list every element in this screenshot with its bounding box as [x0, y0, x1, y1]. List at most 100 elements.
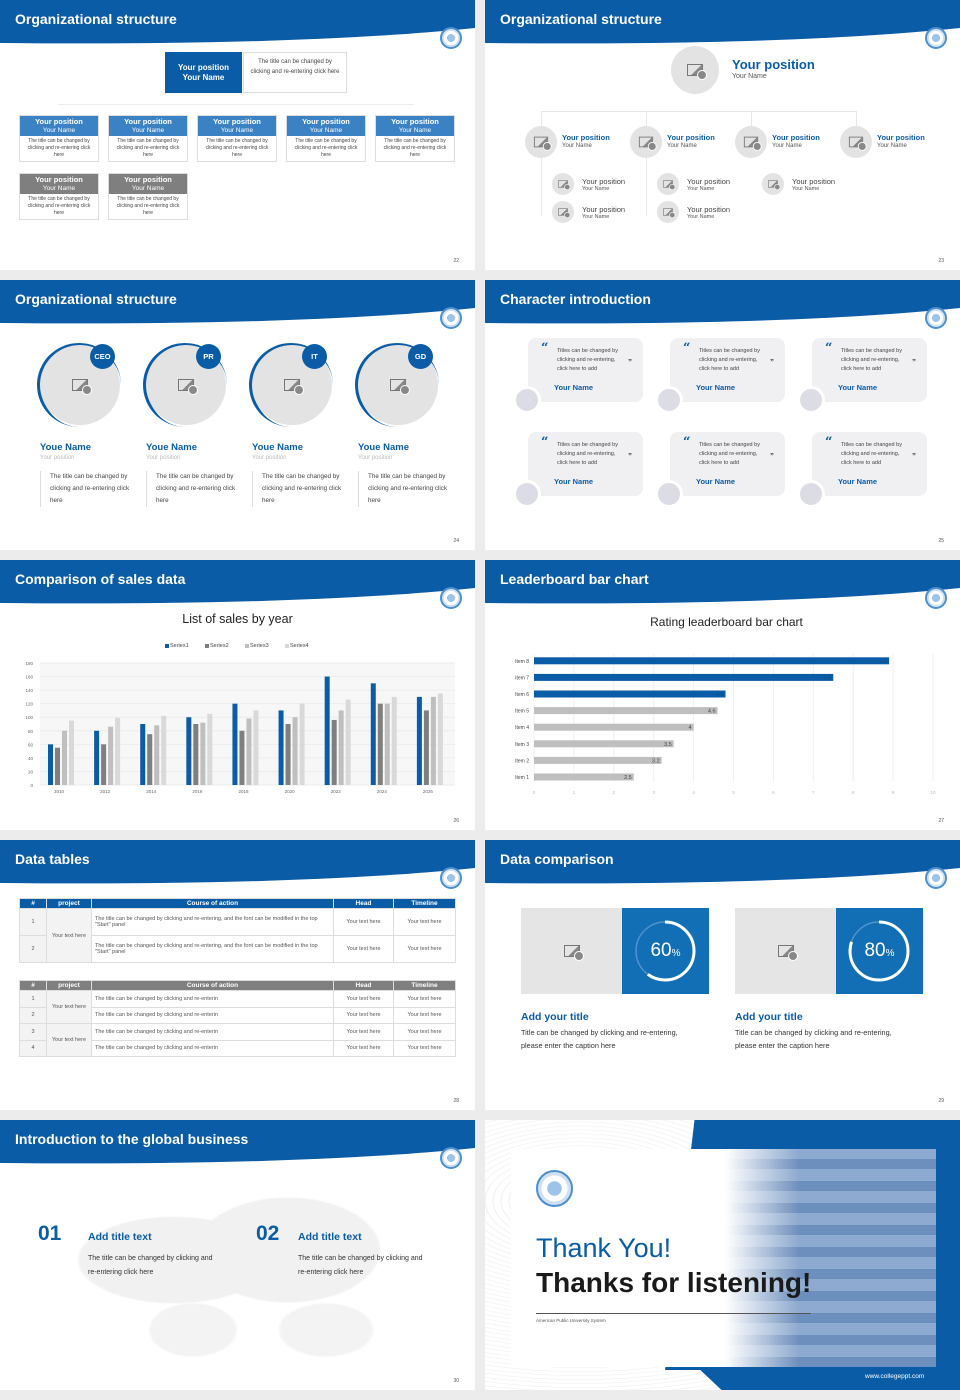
slide-s29[interactable]: Data comparison 29 60% Add your title Title …	[485, 840, 960, 1110]
header-band	[485, 280, 960, 324]
bar-series4	[299, 703, 305, 785]
slide-s22[interactable]: Organizational structure 22 Your position Y…	[0, 0, 475, 270]
card-name: Your Name	[42, 185, 76, 192]
organization-name: American Public University System	[536, 1318, 606, 1323]
bar-series3	[108, 726, 114, 785]
legend-item: Series2	[205, 643, 229, 649]
card-name: Your Name	[42, 127, 76, 134]
card-description: The title can be changed by clicking and…	[116, 196, 180, 216]
image-placeholder[interactable]	[735, 908, 836, 994]
member-photo-placeholder[interactable]	[630, 126, 662, 158]
quote-text: Titles can be changed by clicking and re…	[841, 348, 902, 372]
page-number: 26	[453, 818, 459, 824]
slide-title: Organizational structure	[500, 11, 662, 27]
org-card[interactable]: Your position Your Name The title can be c…	[108, 173, 188, 220]
top-photo-placeholder[interactable]	[671, 46, 719, 94]
connector-line	[58, 104, 414, 105]
bar-series2	[239, 730, 245, 785]
x-tick-label: 10	[930, 790, 936, 795]
org-card[interactable]: Your position Your Name The title can be c…	[197, 115, 277, 162]
sub-photo-placeholder[interactable]	[762, 173, 784, 195]
sub-photo-placeholder[interactable]	[552, 173, 574, 195]
slide-s30[interactable]: Introduction to the global business 30 01 A…	[0, 1120, 475, 1390]
bar-series4	[345, 699, 351, 785]
slide-s27[interactable]: Leaderboard bar chart 27 Rating leaderboar…	[485, 560, 960, 830]
image-placeholder[interactable]	[521, 908, 622, 994]
connector-line	[646, 111, 647, 216]
card-name: Your Name	[131, 185, 165, 192]
close-quote-icon: ”	[628, 358, 632, 367]
add-image-icon	[558, 208, 571, 219]
sub-photo-placeholder[interactable]	[657, 201, 679, 223]
leaderboard-bar-chart: 0 1 2 3 4 5 6 7 8 9 10 Item 1 2.5 Item 2 3.2 Item 3 3.5 I…	[515, 654, 936, 795]
quote-card[interactable]: “ Titles can be changed by clicking and r…	[670, 338, 785, 402]
member-photo-placeholder[interactable]	[358, 345, 438, 425]
sub-position: Your position	[582, 177, 626, 186]
y-tick-label: 20	[28, 769, 34, 774]
slide-s24[interactable]: Organizational structure 24 CEO Youe Name Yo…	[0, 280, 475, 550]
slide-s23[interactable]: Organizational structure 23 Your position Y…	[485, 0, 960, 270]
card-position: Your position	[213, 117, 261, 126]
member-name: Your Name	[772, 143, 802, 149]
slide-s26[interactable]: Comparison of sales data 26 List of sales …	[0, 560, 475, 830]
quote-card[interactable]: “ Titles can be changed by clicking and r…	[812, 432, 927, 496]
slide-s31[interactable]: Thank You! Thanks for listening! American …	[485, 1120, 960, 1390]
member-photo-placeholder[interactable]	[840, 126, 872, 158]
quote-card[interactable]: “ Titles can be changed by clicking and r…	[528, 432, 643, 496]
card-name: Your Name	[220, 127, 254, 134]
card-position: Your position	[35, 117, 83, 126]
card-position: Your position	[302, 117, 350, 126]
open-quote-icon: “	[541, 341, 549, 356]
quote-card[interactable]: “ Titles can be changed by clicking and r…	[528, 338, 643, 402]
org-card[interactable]: Your position Your Name The title can be c…	[19, 115, 99, 162]
sub-photo-placeholder[interactable]	[657, 173, 679, 195]
add-image-icon	[284, 379, 304, 395]
legend-label: Series3	[250, 643, 269, 649]
open-quote-icon: “	[683, 341, 691, 356]
slide-s28[interactable]: Data tables 28 # project Course of action Hea…	[0, 840, 475, 1110]
sub-position: Your position	[792, 177, 836, 186]
timeline-cell: Your text here	[393, 935, 456, 963]
thank-you-heading: Thank You!	[536, 1233, 672, 1263]
org-card[interactable]: Your position Your Name The title can be c…	[19, 173, 99, 220]
top-position-box[interactable]: Your position Your Name	[165, 52, 242, 93]
card-position: Your position	[124, 117, 172, 126]
column-header: #	[19, 980, 47, 991]
header-band	[0, 560, 475, 604]
member-position: Your position	[562, 133, 610, 142]
slide-s25[interactable]: Character introduction 25 “ Titles can be c…	[485, 280, 960, 550]
card-name: Your Name	[131, 127, 165, 134]
header-band	[0, 280, 475, 324]
member-photo-placeholder[interactable]	[525, 126, 557, 158]
legend-label: Series4	[290, 643, 309, 649]
y-category-label: Item 7	[515, 675, 529, 681]
member-description: The title can be changed by clicking and…	[358, 471, 448, 507]
quote-card[interactable]: “ Titles can be changed by clicking and r…	[812, 338, 927, 402]
data-label: 8.9	[879, 659, 887, 665]
slide-title: Comparison of sales data	[15, 571, 186, 587]
x-tick-label: 6	[772, 790, 775, 795]
project-cell: Your text here	[46, 1023, 92, 1057]
org-card[interactable]: Your position Your Name The title can be c…	[108, 115, 188, 162]
legend-item: Series1	[165, 643, 189, 649]
bar-series3	[62, 730, 67, 785]
head-cell: Your text here	[333, 990, 394, 1008]
progress-ring	[848, 920, 910, 982]
sub-photo-placeholder[interactable]	[552, 201, 574, 223]
add-image-icon	[558, 180, 571, 191]
bar-series4	[437, 693, 443, 785]
campus-building-photo	[725, 1149, 936, 1367]
bar-item-1	[534, 773, 634, 781]
org-card[interactable]: Your position Your Name The title can be c…	[375, 115, 455, 162]
header-row: # project Course of action Head Timeline	[19, 898, 456, 909]
legend-swatch	[205, 644, 209, 648]
bar-series1	[48, 744, 53, 785]
org-card[interactable]: Your position Your Name The title can be c…	[286, 115, 366, 162]
quote-card[interactable]: “ Titles can be changed by clicking and r…	[670, 432, 785, 496]
card-name: Your Name	[309, 127, 343, 134]
world-map-background	[60, 1180, 440, 1380]
add-image-icon	[72, 379, 92, 395]
row-number: 2	[19, 935, 47, 963]
member-photo-placeholder[interactable]	[735, 126, 767, 158]
bar-item-7	[534, 673, 834, 681]
